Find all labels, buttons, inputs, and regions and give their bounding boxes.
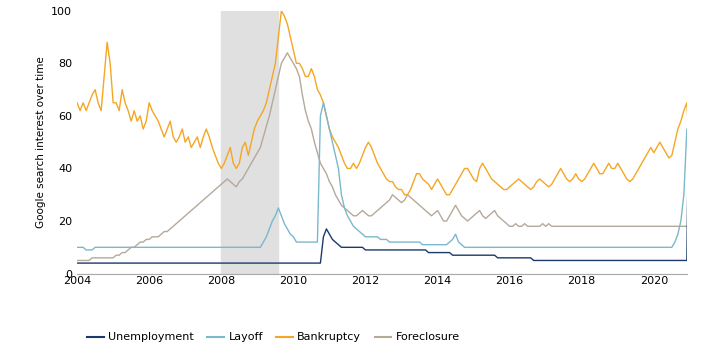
Legend: Unemployment, Layoff, Bankruptcy, Foreclosure: Unemployment, Layoff, Bankruptcy, Forecl… <box>83 328 464 347</box>
Bar <box>222 11 278 274</box>
Y-axis label: Google search interest over time: Google search interest over time <box>36 56 46 228</box>
